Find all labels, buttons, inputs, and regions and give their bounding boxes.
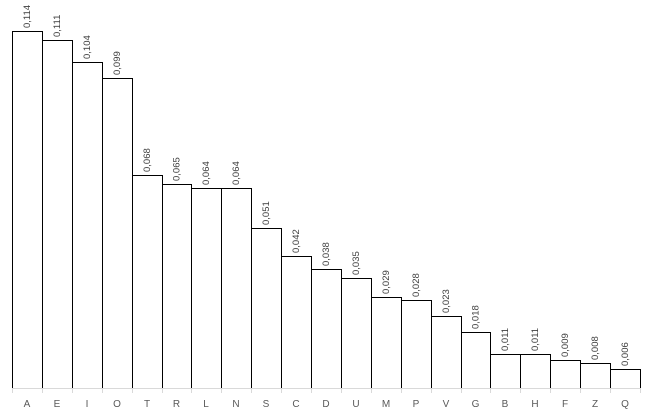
data-label-n: 0,064 (231, 161, 242, 185)
data-label-g: 0,018 (471, 305, 482, 329)
data-label-a: 0,114 (22, 5, 33, 28)
x-tick-label-o: O (113, 399, 121, 410)
x-tick-label-p: P (413, 399, 420, 410)
data-label-v: 0,023 (441, 289, 452, 313)
data-label-u: 0,035 (351, 251, 362, 275)
bar-g (461, 332, 491, 389)
data-label-s: 0,051 (261, 201, 272, 225)
x-tick-label-a: A (24, 399, 31, 410)
x-tick-label-v: V (443, 399, 450, 410)
data-label-q: 0,006 (620, 342, 631, 366)
x-axis-ticks (12, 388, 641, 393)
data-label-m: 0,029 (381, 270, 392, 294)
data-labels-group: 0,114 0,111 0,104 0,099 0,068 0,065 0,064 0,064… (22, 5, 631, 366)
data-label-b: 0,011 (500, 328, 511, 351)
bar-e (42, 40, 73, 389)
bar-q (610, 369, 641, 389)
bar-b (490, 354, 521, 389)
x-tick-label-m: M (382, 399, 390, 410)
bar-o (102, 78, 133, 389)
x-tick-label-s: S (263, 399, 270, 410)
bar-f (550, 360, 581, 389)
bar-s (251, 228, 282, 389)
x-tick-label-c: C (292, 399, 299, 410)
x-tick-label-q: Q (621, 399, 629, 410)
x-tick-label-u: U (352, 399, 359, 410)
bar-u (341, 278, 372, 389)
bars-group (12, 31, 641, 389)
bar-z (580, 363, 611, 389)
data-label-p: 0,028 (411, 273, 422, 297)
bar-t (132, 175, 163, 389)
bar-d (311, 269, 342, 389)
data-label-c: 0,042 (291, 229, 302, 253)
data-label-i: 0,104 (82, 35, 93, 59)
bar-n (221, 188, 252, 389)
bar-v (431, 316, 462, 389)
x-tick-label-b: B (502, 399, 509, 410)
x-tick-label-f: F (562, 399, 568, 410)
data-label-f: 0,009 (560, 333, 571, 357)
bar-p (401, 300, 432, 389)
data-label-e: 0,111 (52, 15, 63, 37)
data-label-r: 0,065 (172, 157, 183, 181)
x-tick-label-t: T (144, 399, 150, 410)
bar-c (281, 256, 312, 389)
bar-a (12, 31, 43, 389)
data-label-d: 0,038 (321, 242, 332, 266)
data-label-o: 0,099 (112, 51, 123, 75)
x-tick-label-i: I (86, 399, 89, 410)
data-label-l: 0,064 (201, 161, 212, 185)
x-tick-label-n: N (232, 399, 239, 410)
x-tick-label-h: H (531, 399, 538, 410)
x-tick-label-l: L (203, 399, 209, 410)
data-label-h: 0,011 (530, 328, 541, 351)
x-tick-label-e: E (54, 399, 61, 410)
x-tick-label-r: R (173, 399, 180, 410)
bar-l (191, 188, 222, 389)
bar-r (162, 184, 192, 389)
x-tick-label-g: G (472, 399, 480, 410)
data-label-z: 0,008 (590, 336, 601, 360)
bar-h (520, 354, 551, 389)
x-tick-label-z: Z (592, 399, 598, 410)
bar-m (371, 297, 402, 389)
x-tick-label-d: D (322, 399, 329, 410)
bar-i (72, 62, 103, 389)
data-label-t: 0,068 (142, 148, 153, 172)
